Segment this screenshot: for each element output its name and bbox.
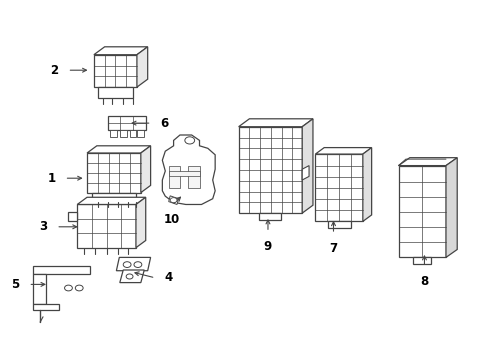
Text: 9: 9 bbox=[264, 240, 271, 253]
Polygon shape bbox=[87, 146, 150, 153]
Polygon shape bbox=[107, 116, 145, 130]
Polygon shape bbox=[141, 146, 150, 193]
Text: 7: 7 bbox=[329, 242, 337, 255]
Polygon shape bbox=[77, 197, 145, 204]
Polygon shape bbox=[98, 87, 133, 98]
Text: 6: 6 bbox=[160, 117, 168, 130]
Polygon shape bbox=[168, 171, 199, 176]
Polygon shape bbox=[94, 47, 147, 55]
Polygon shape bbox=[87, 153, 141, 193]
Circle shape bbox=[64, 285, 72, 291]
Polygon shape bbox=[315, 154, 362, 221]
Polygon shape bbox=[137, 130, 144, 137]
Polygon shape bbox=[168, 166, 180, 188]
Polygon shape bbox=[137, 47, 147, 87]
Circle shape bbox=[75, 285, 83, 291]
Polygon shape bbox=[92, 193, 136, 202]
Polygon shape bbox=[259, 213, 281, 220]
Polygon shape bbox=[162, 135, 215, 204]
Text: 1: 1 bbox=[47, 172, 56, 185]
Polygon shape bbox=[110, 130, 117, 137]
Text: 3: 3 bbox=[39, 220, 47, 233]
Polygon shape bbox=[327, 221, 350, 228]
Circle shape bbox=[126, 274, 133, 279]
Circle shape bbox=[170, 198, 177, 203]
Polygon shape bbox=[362, 148, 371, 221]
Polygon shape bbox=[120, 270, 144, 283]
Polygon shape bbox=[33, 304, 59, 310]
Text: 4: 4 bbox=[164, 271, 172, 284]
Circle shape bbox=[184, 137, 194, 144]
Polygon shape bbox=[238, 119, 312, 127]
Polygon shape bbox=[33, 274, 46, 304]
Polygon shape bbox=[77, 204, 136, 248]
Polygon shape bbox=[168, 196, 178, 204]
Polygon shape bbox=[398, 158, 456, 166]
Polygon shape bbox=[129, 130, 136, 137]
Text: 10: 10 bbox=[163, 213, 180, 226]
Polygon shape bbox=[238, 127, 302, 213]
Polygon shape bbox=[120, 130, 126, 137]
Polygon shape bbox=[94, 55, 137, 87]
Polygon shape bbox=[33, 266, 90, 274]
Text: 2: 2 bbox=[50, 64, 59, 77]
Polygon shape bbox=[302, 119, 312, 213]
Text: 8: 8 bbox=[420, 275, 427, 288]
Polygon shape bbox=[398, 166, 445, 257]
Polygon shape bbox=[136, 197, 145, 248]
Polygon shape bbox=[68, 212, 77, 221]
Polygon shape bbox=[116, 257, 150, 271]
Polygon shape bbox=[445, 158, 456, 257]
Text: 5: 5 bbox=[11, 278, 20, 291]
Circle shape bbox=[123, 262, 131, 267]
Polygon shape bbox=[412, 257, 430, 264]
Polygon shape bbox=[188, 166, 199, 188]
Polygon shape bbox=[315, 148, 371, 154]
Circle shape bbox=[134, 262, 142, 267]
Polygon shape bbox=[302, 166, 308, 180]
